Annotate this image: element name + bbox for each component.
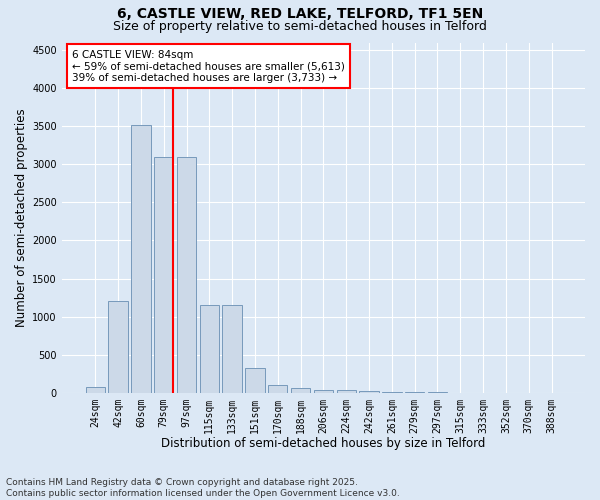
Bar: [337, 390, 356, 392]
Bar: [200, 305, 219, 392]
Bar: [86, 387, 105, 392]
Bar: [359, 391, 379, 392]
Bar: [314, 390, 333, 392]
Text: 6 CASTLE VIEW: 84sqm
← 59% of semi-detached houses are smaller (5,613)
39% of se: 6 CASTLE VIEW: 84sqm ← 59% of semi-detac…: [72, 50, 345, 82]
Y-axis label: Number of semi-detached properties: Number of semi-detached properties: [15, 108, 28, 327]
Text: Size of property relative to semi-detached houses in Telford: Size of property relative to semi-detach…: [113, 20, 487, 33]
Bar: [223, 305, 242, 392]
Bar: [268, 385, 287, 392]
X-axis label: Distribution of semi-detached houses by size in Telford: Distribution of semi-detached houses by …: [161, 437, 485, 450]
Bar: [109, 302, 128, 392]
Bar: [245, 368, 265, 392]
Bar: [131, 124, 151, 392]
Bar: [154, 156, 173, 392]
Text: 6, CASTLE VIEW, RED LAKE, TELFORD, TF1 5EN: 6, CASTLE VIEW, RED LAKE, TELFORD, TF1 5…: [117, 8, 483, 22]
Bar: [177, 156, 196, 392]
Bar: [291, 388, 310, 392]
Text: Contains HM Land Registry data © Crown copyright and database right 2025.
Contai: Contains HM Land Registry data © Crown c…: [6, 478, 400, 498]
